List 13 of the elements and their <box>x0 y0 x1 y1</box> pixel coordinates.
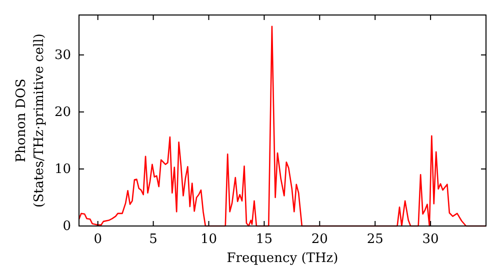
y-tick-label: 30 <box>54 48 71 64</box>
x-tick-label: 5 <box>149 232 158 248</box>
y-tick-label: 10 <box>54 162 71 178</box>
y-tick-label: 20 <box>54 105 71 120</box>
y-tick-label: 0 <box>62 219 71 234</box>
y-axis-title: Phonon DOS (States/THz·primitive cell) <box>14 33 47 208</box>
x-axis-title: Frequency (THz) <box>226 251 338 266</box>
x-tick-label: 25 <box>366 232 384 248</box>
x-tick-label: 10 <box>200 232 218 248</box>
x-tick-label: 15 <box>256 232 272 248</box>
x-tick-label: 20 <box>311 232 328 248</box>
x-tick-label: 30 <box>422 232 439 248</box>
x-tick-label: 0 <box>94 232 102 248</box>
